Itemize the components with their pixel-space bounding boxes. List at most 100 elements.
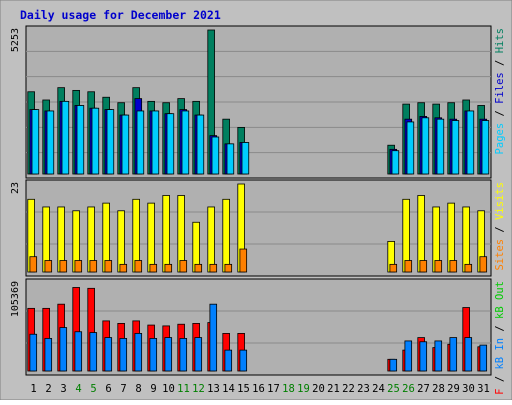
x-tick-label-day-16: 16 xyxy=(252,383,265,395)
bar-pages-day-2 xyxy=(46,110,55,175)
bar-kb-in-day-11 xyxy=(179,338,188,372)
x-tick-label-day-18: 18 xyxy=(282,383,295,395)
x-tick-label-day-26: 26 xyxy=(402,383,415,395)
x-tick-label-day-30: 30 xyxy=(462,383,475,395)
bar-visits-day-7 xyxy=(117,210,125,273)
legend-item: Pages xyxy=(494,123,506,155)
x-tick-label-day-2: 2 xyxy=(45,383,51,395)
panel-visits-sites: 23 Sites / Visits xyxy=(10,179,506,277)
legend-item: Visits xyxy=(494,182,506,220)
x-tick-label-day-9: 9 xyxy=(150,383,156,395)
bar-sites-day-14 xyxy=(224,263,233,273)
legend-item: / xyxy=(494,220,506,239)
bar-kb-in-day-15 xyxy=(239,349,248,372)
legend-item: kB In xyxy=(494,338,506,370)
bar-visits-day-9 xyxy=(147,202,155,273)
bar-kb-in-day-31 xyxy=(479,344,488,372)
bar-sites-day-31 xyxy=(479,256,488,273)
y-max-label: 5253 xyxy=(10,28,21,52)
x-tick-label-day-8: 8 xyxy=(135,383,141,395)
bar-pages-day-30 xyxy=(466,110,475,175)
x-tick-label-day-7: 7 xyxy=(120,383,126,395)
bar-kb-in-day-9 xyxy=(149,338,158,372)
bar-kb-in-day-14 xyxy=(224,349,233,372)
x-tick-label-day-17: 17 xyxy=(267,383,280,395)
legend-bottom: kB F / kB In / kB Out xyxy=(494,281,506,400)
bar-pages-day-9 xyxy=(151,110,160,175)
panel-hits-files-pages: 5253 Pages / Files / Hits xyxy=(10,25,506,179)
bar-sites-day-28 xyxy=(434,260,443,273)
bar-pages-day-1 xyxy=(31,109,40,175)
bar-kb-in-day-6 xyxy=(104,337,113,372)
bar-kb-in-day-12 xyxy=(194,337,203,372)
bar-sites-day-29 xyxy=(449,260,458,273)
bar-pages-day-6 xyxy=(106,109,115,175)
bar-pages-day-13 xyxy=(211,136,220,175)
bar-visits-day-13 xyxy=(207,206,215,273)
bar-pages-day-7 xyxy=(121,114,130,175)
y-max-label: 105369 xyxy=(10,281,21,317)
y-max-label: 23 xyxy=(10,182,21,194)
bar-sites-day-2 xyxy=(44,260,53,273)
bar-kb-in-day-1 xyxy=(29,333,38,372)
bar-pages-day-25 xyxy=(391,150,400,175)
bar-sites-day-7 xyxy=(119,263,128,273)
x-tick-label-day-19: 19 xyxy=(297,383,310,395)
bar-sites-day-15 xyxy=(239,248,248,273)
x-tick-label-day-21: 21 xyxy=(327,383,340,395)
bar-sites-day-30 xyxy=(464,263,473,273)
x-tick-label-day-5: 5 xyxy=(90,383,96,395)
bar-pages-day-12 xyxy=(196,114,205,175)
x-tick-label-day-20: 20 xyxy=(312,383,325,395)
x-tick-label-day-12: 12 xyxy=(192,383,205,395)
legend-item: kB Out xyxy=(494,281,506,319)
x-tick-label-day-31: 31 xyxy=(477,383,490,395)
x-tick-label-day-3: 3 xyxy=(60,383,66,395)
bar-visits-day-14 xyxy=(222,198,230,273)
x-tick-label-day-23: 23 xyxy=(357,383,370,395)
bar-pages-day-8 xyxy=(136,110,145,175)
bar-pages-day-28 xyxy=(436,118,445,175)
bar-pages-day-14 xyxy=(226,143,235,175)
x-tick-label-day-25: 25 xyxy=(387,383,400,395)
bar-kb-in-day-25 xyxy=(389,358,398,372)
legend-middle: Sites / Visits xyxy=(494,182,506,271)
bar-sites-day-8 xyxy=(134,260,143,273)
bar-kb-in-day-4 xyxy=(74,331,83,372)
bar-sites-day-27 xyxy=(419,260,428,273)
legend-top: Pages / Files / Hits xyxy=(494,28,506,154)
bar-pages-day-5 xyxy=(91,107,100,175)
x-tick-label-day-6: 6 xyxy=(105,383,111,395)
bar-sites-day-25 xyxy=(389,263,398,273)
legend-item: Sites xyxy=(494,239,506,271)
bar-visits-day-10 xyxy=(162,195,170,273)
bar-pages-day-26 xyxy=(406,121,415,175)
bar-pages-day-27 xyxy=(421,117,430,175)
bar-pages-day-15 xyxy=(241,142,250,175)
bar-kb-in-day-10 xyxy=(164,337,173,372)
x-tick-label-day-4: 4 xyxy=(75,383,81,395)
legend-item: / xyxy=(494,319,506,338)
bar-kb-in-day-8 xyxy=(134,333,143,372)
legend-item: / xyxy=(494,53,506,72)
x-tick-label-day-14: 14 xyxy=(222,383,235,395)
bar-kb-in-day-5 xyxy=(89,332,98,372)
bar-pages-day-3 xyxy=(61,100,70,175)
bar-sites-day-3 xyxy=(59,260,68,273)
bar-pages-day-11 xyxy=(181,110,190,175)
x-tick-label-day-27: 27 xyxy=(417,383,430,395)
bar-sites-day-13 xyxy=(209,263,218,273)
x-axis: 1 2 3 4 5 6 7 8 9 10 11 12 13 14 15 16 17 18 19 20 21 22 23 24 2… xyxy=(30,383,489,395)
x-tick-label-day-15: 15 xyxy=(237,383,250,395)
bar-kb-in-day-2 xyxy=(44,338,53,372)
bar-kb-in-day-30 xyxy=(464,337,473,372)
chart-title: Daily usage for December 2021 xyxy=(20,8,221,22)
bar-kb-in-day-7 xyxy=(119,338,128,372)
bar-visits-day-30 xyxy=(462,206,470,273)
x-tick-label-day-10: 10 xyxy=(162,383,175,395)
bar-sites-day-4 xyxy=(74,260,83,273)
bar-kb-in-day-3 xyxy=(59,327,68,372)
bar-sites-day-1 xyxy=(29,256,38,273)
x-tick-label-day-13: 13 xyxy=(207,383,220,395)
